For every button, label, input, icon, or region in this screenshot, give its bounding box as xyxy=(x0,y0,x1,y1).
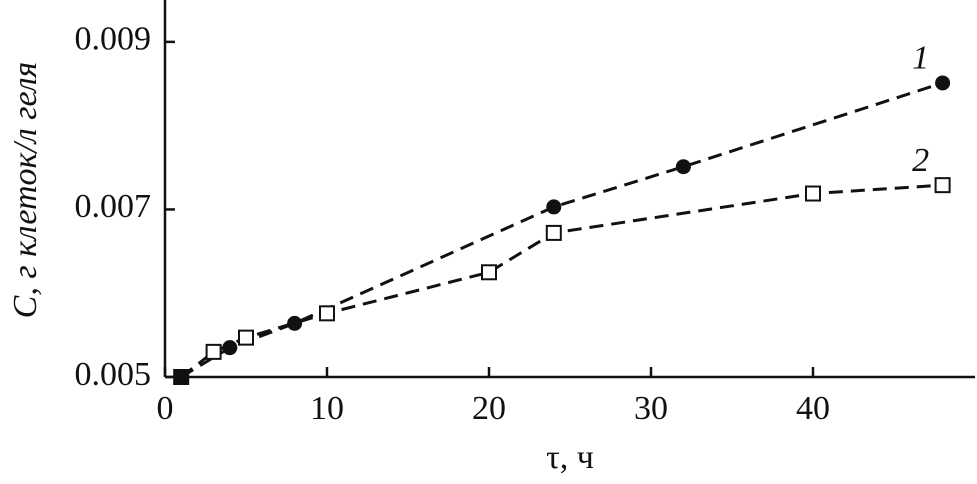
fit-line xyxy=(180,183,943,379)
point xyxy=(287,315,303,331)
y-tick-label: 0.009 xyxy=(75,21,152,58)
point xyxy=(546,199,562,215)
x-tick-label: 30 xyxy=(634,390,668,427)
x-tick-label: 20 xyxy=(472,390,506,427)
point xyxy=(935,75,951,91)
y-tick-label: 0.007 xyxy=(75,188,152,225)
point xyxy=(319,305,335,322)
series-label: 1 xyxy=(912,40,929,77)
point xyxy=(238,329,254,346)
x-tick-label: 10 xyxy=(310,390,344,427)
point xyxy=(173,369,190,385)
point xyxy=(481,264,497,281)
fit-line xyxy=(180,81,944,379)
point xyxy=(545,224,562,241)
point xyxy=(934,177,951,194)
x-tick-label: 0 xyxy=(157,390,174,427)
point xyxy=(205,343,222,360)
point xyxy=(675,159,691,175)
series-label: 2 xyxy=(912,142,929,179)
point xyxy=(805,185,821,202)
y-tick-label: 0.005 xyxy=(75,356,152,393)
point xyxy=(222,340,238,356)
x-axis-label: τ, ч xyxy=(546,439,594,476)
x-tick-label: 40 xyxy=(796,390,830,427)
y-axis-label: C, г клеток/л геля xyxy=(7,62,44,319)
